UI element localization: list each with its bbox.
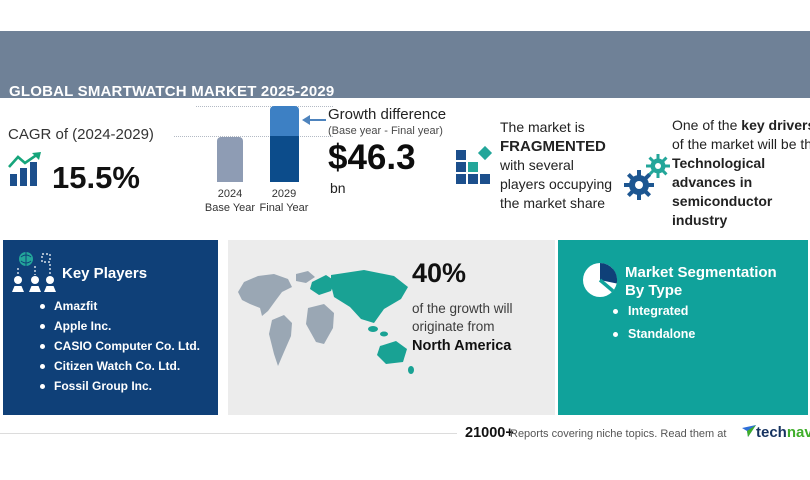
key-players-title: Key Players [62, 265, 148, 282]
regional-text: of the growth will originate from [412, 301, 513, 334]
footer-divider [0, 433, 457, 434]
key-player-item: Citizen Watch Co. Ltd. [38, 356, 200, 376]
key-players-panel [3, 240, 218, 415]
segmentation-title: Market Segmentation By Type [625, 264, 777, 299]
key-player-item: CASIO Computer Co. Ltd. [38, 336, 200, 356]
bar-2024-year: 2024 [217, 188, 243, 200]
technavio-logo[interactable]: technavio [742, 424, 810, 441]
segmentation-item: Standalone [612, 323, 695, 346]
bar-2024-sublabel: Base Year [204, 202, 256, 214]
annotation-arrow-line [309, 119, 326, 121]
growth-bars-icon [8, 152, 41, 186]
key-player-item: Fossil Group Inc. [38, 376, 200, 396]
driver-bold-2: Technological advances in semiconductor … [672, 155, 773, 228]
fragmented-pre: The market is [500, 119, 585, 135]
brand-green: navio [786, 424, 810, 441]
gridline-top [196, 106, 333, 107]
key-driver-text: One of the key drivers of the market wil… [672, 116, 810, 230]
regional-percent: 40% [412, 258, 467, 288]
header-bar: GLOBAL SMARTWATCH MARKET 2025-2029 [0, 31, 810, 100]
fragmented-highlight: FRAGMENTED [500, 138, 606, 155]
page-title: GLOBAL SMARTWATCH MARKET 2025-2029 [9, 83, 335, 100]
bar-2029-growth-segment [270, 106, 299, 136]
technavio-arrow-icon [742, 425, 756, 437]
growth-difference-subtitle: (Base year - Final year) [328, 125, 443, 137]
cagr-value: 15.5% [52, 160, 140, 195]
fragmented-squares-icon [456, 146, 493, 184]
key-player-item: Amazfit [38, 296, 200, 316]
key-players-network-icon [12, 252, 56, 292]
annotation-arrow-icon [302, 115, 310, 125]
segmentation-item: Integrated [612, 300, 695, 323]
bar-2024-label: 2024 Base Year [200, 187, 260, 215]
bar-2029-base-segment [270, 136, 299, 182]
driver-mid: of the market will be the [672, 136, 810, 152]
gridline-base [174, 136, 333, 137]
bar-2024 [217, 137, 243, 182]
pie-chart-icon [583, 262, 618, 297]
growth-difference-title: Growth difference [328, 106, 447, 123]
cagr-label: CAGR of (2024-2029) [8, 126, 154, 143]
bar-2029-sublabel: Final Year [259, 202, 309, 214]
fragmented-post: with several players occupying the marke… [500, 157, 613, 211]
bar-2029-label: 2029 Final Year [254, 187, 314, 215]
growth-difference-value: $46.3 [328, 138, 416, 177]
gears-icon [624, 154, 670, 200]
driver-pre: One of the [672, 117, 742, 133]
brand-dark: tech [756, 424, 787, 441]
segmentation-list: Integrated Standalone [612, 300, 695, 346]
footer-text: Reports covering niche topics. Read them… [510, 428, 727, 440]
world-map [238, 270, 414, 374]
report-count: 21000+ [465, 425, 514, 441]
growth-difference-unit: bn [330, 180, 346, 196]
driver-bold-1: key drivers [741, 117, 810, 133]
regional-region: North America [412, 338, 512, 354]
key-players-list: Amazfit Apple Inc. CASIO Computer Co. Lt… [38, 296, 200, 396]
key-player-item: Apple Inc. [38, 316, 200, 336]
bar-2029-year: 2029 [271, 188, 297, 200]
fragmented-text: The market is FRAGMENTED with several pl… [500, 118, 622, 213]
